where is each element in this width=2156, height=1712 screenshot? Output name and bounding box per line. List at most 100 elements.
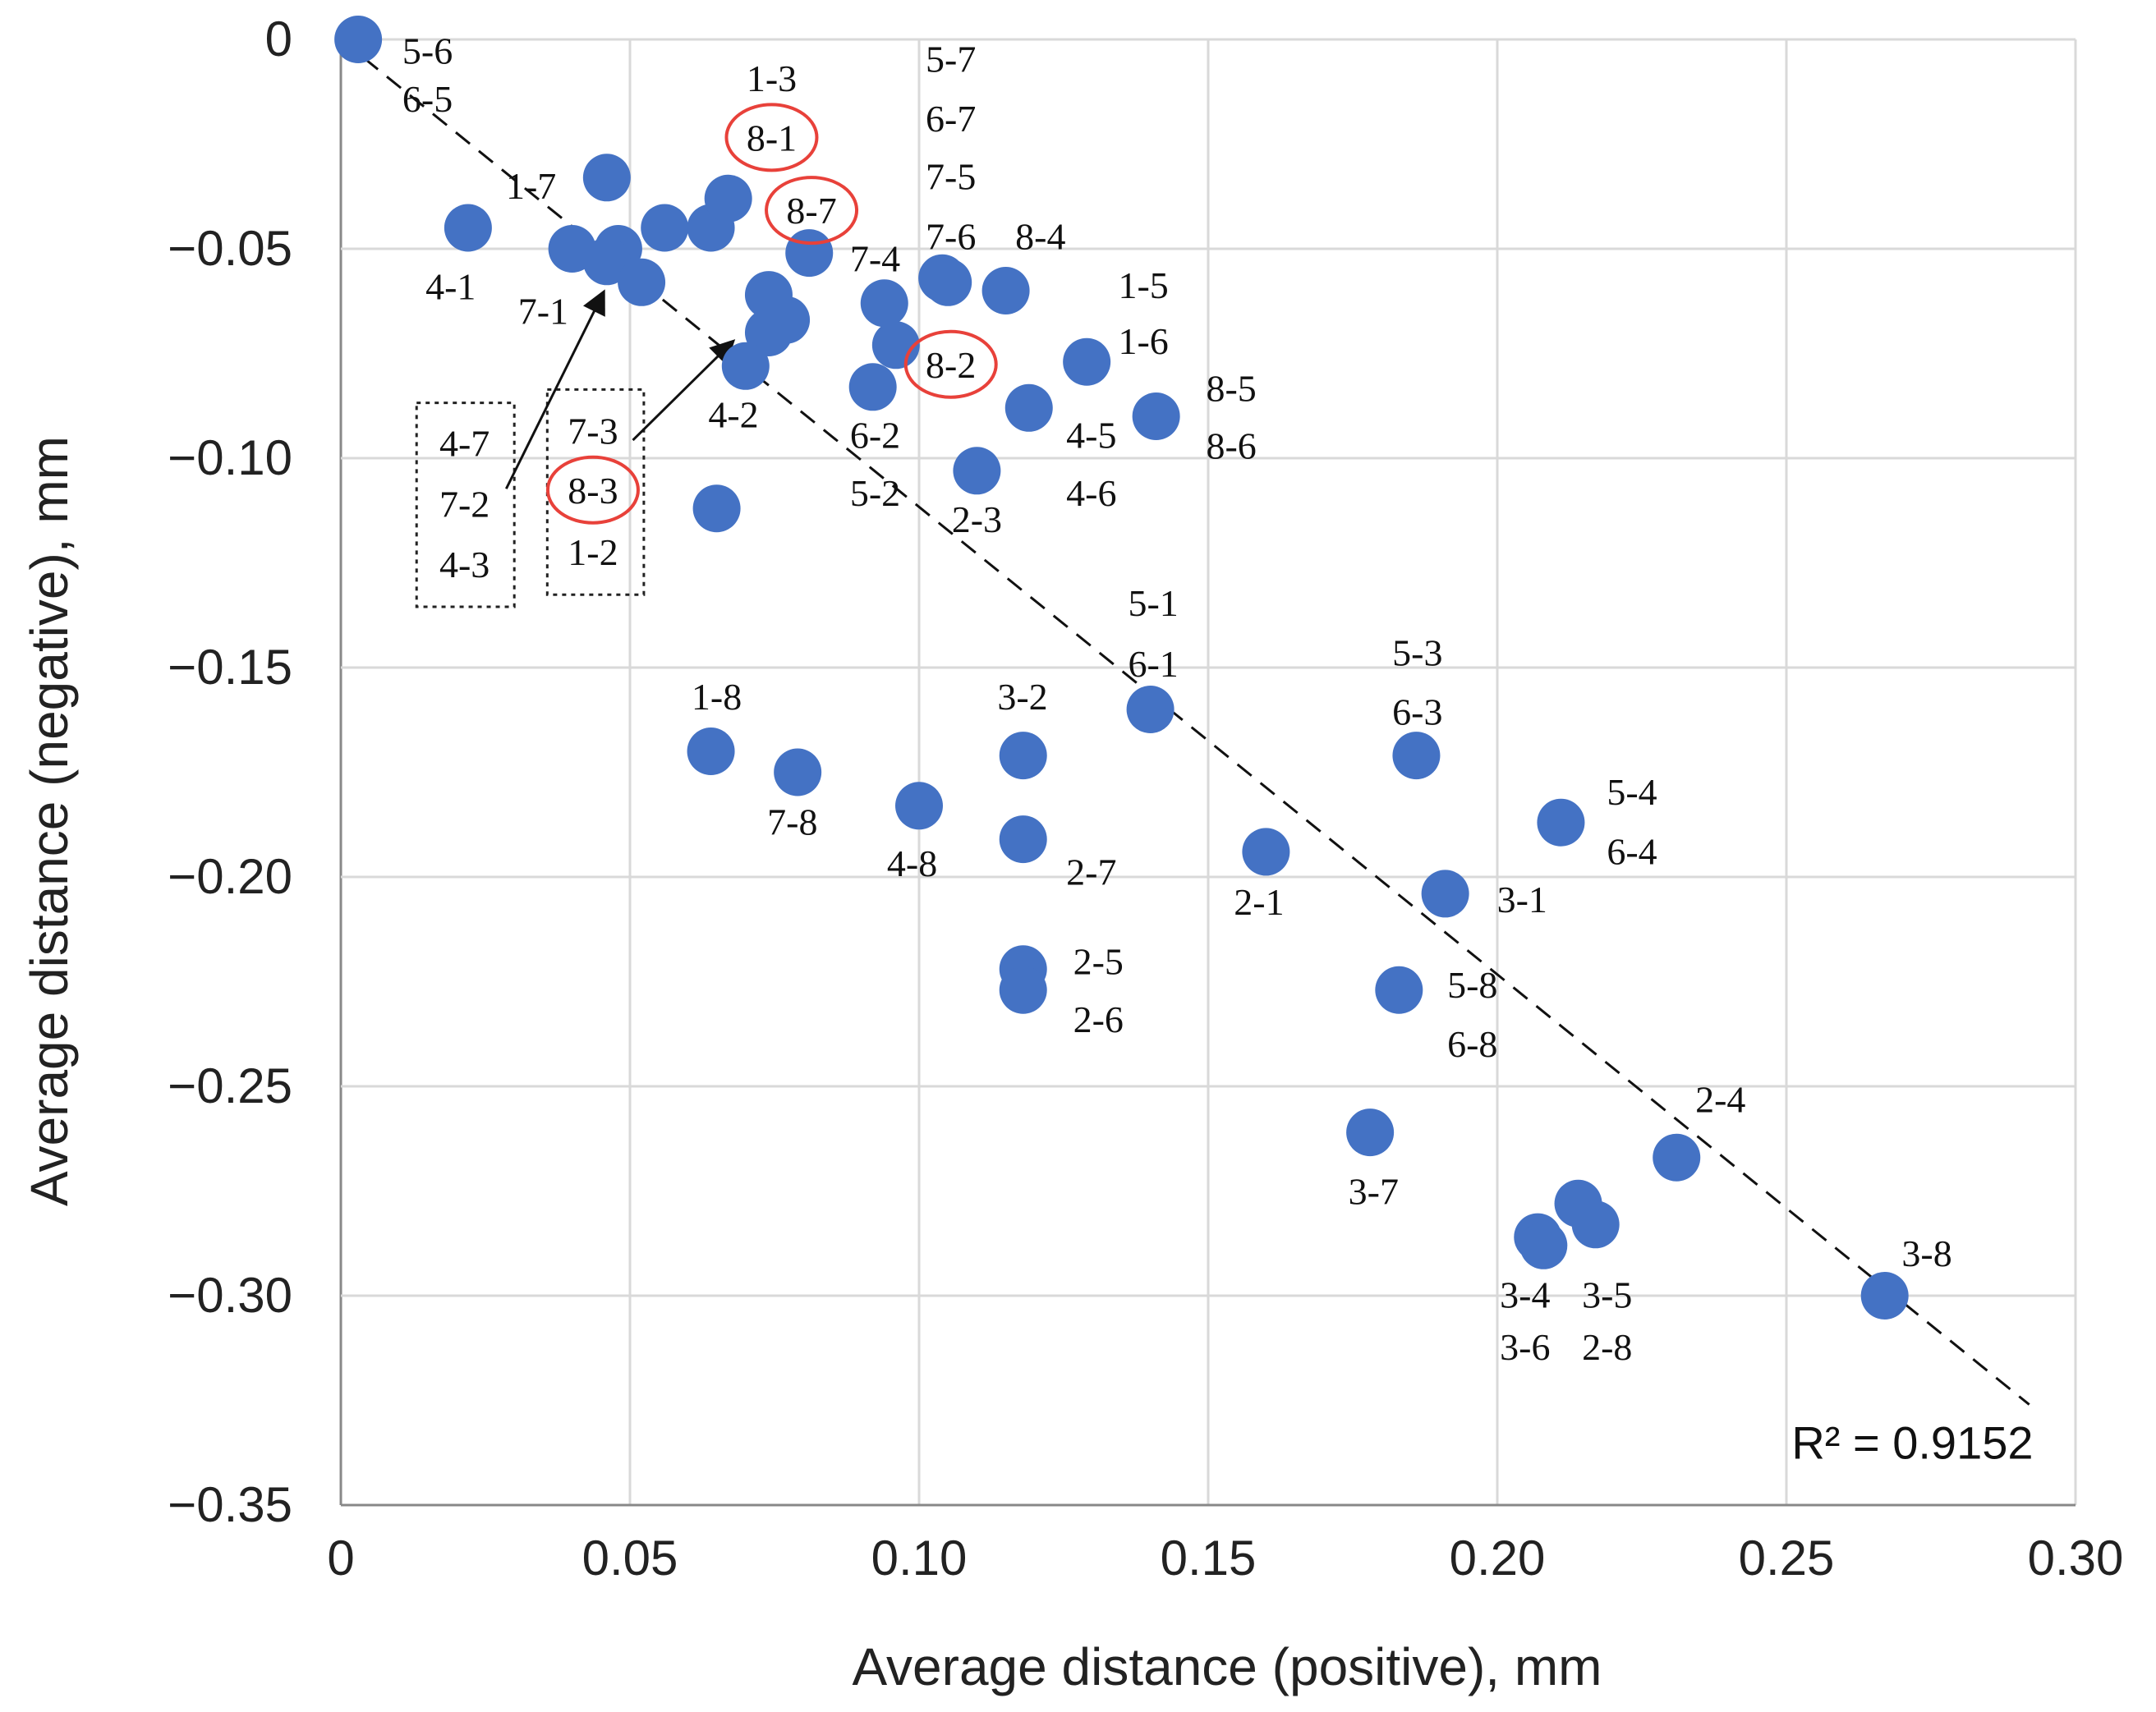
point-label: 1-3 [747,57,797,99]
y-axis-title: Average distance (negative), mm [20,436,79,1206]
point-label: 8-7 [786,190,836,232]
dotted-group-box [415,402,516,608]
point-label: 5-8 [1447,964,1497,1006]
y-tick-label: −0.05 [168,221,292,276]
point-label: 1-5 [1118,264,1168,306]
data-point [1126,686,1175,733]
point-label: 3-6 [1500,1326,1550,1368]
point-label: 4-8 [887,842,937,884]
data-point [582,154,631,202]
point-label: 3-4 [1500,1274,1550,1315]
point-label: 8-5 [1206,367,1256,409]
data-point [444,204,492,252]
point-label: 7-1 [518,290,568,332]
data-point [1346,1108,1395,1157]
data-point [924,258,972,306]
point-label: 2-1 [1234,881,1284,923]
data-points [334,16,1909,1320]
data-point [582,237,631,286]
point-label: 3-1 [1497,879,1547,920]
data-point [953,447,1001,495]
point-label: 8-6 [1206,425,1256,467]
point-label: 2-4 [1695,1078,1745,1120]
point-label: 3-5 [1582,1274,1632,1315]
point-label: 2-8 [1582,1326,1632,1368]
x-tick-label: 0.30 [2028,1531,2124,1586]
data-point [721,342,770,390]
data-point [704,174,752,223]
data-point [999,732,1047,780]
point-label: 1-8 [692,676,742,718]
point-label: 6-8 [1447,1023,1497,1065]
point-label: 1-7 [506,165,556,207]
r-squared-label: R² = 0.9152 [1791,1417,2033,1469]
data-point [895,782,943,830]
data-point [618,258,666,306]
data-point [1421,870,1469,918]
highlight-circle [724,103,819,172]
data-point [785,229,834,278]
x-axis-title: Average distance (positive), mm [853,1637,1602,1696]
x-tick-label: 0.05 [582,1531,678,1586]
data-point [981,267,1030,314]
point-label: 6-1 [1128,643,1178,685]
point-label: 4-1 [425,265,476,307]
point-label: 7-2 [439,484,490,526]
data-point [1375,966,1423,1014]
point-label: 4-2 [708,393,758,435]
y-tick-label: −0.30 [168,1268,292,1323]
point-label: 3-7 [1349,1171,1399,1213]
point-label: 8-1 [747,117,797,158]
data-point [1860,1272,1909,1320]
point-label: 7-4 [850,238,900,280]
tick-labels: 0 0.05 0.10 0.15 0.20 0.25 0.30 0 −0.05 −0.10 −0.1… [168,11,2123,1586]
point-label: 6-2 [850,414,900,456]
y-tick-label: 0 [265,11,292,67]
point-label: 5-1 [1128,582,1178,624]
point-label: 5-3 [1392,632,1442,674]
x-tick-label: 0 [327,1531,354,1586]
point-label: 2-7 [1066,851,1116,893]
data-point [744,309,793,356]
x-tick-label: 0.15 [1161,1531,1257,1586]
data-point [1392,732,1441,780]
data-point [1132,392,1180,440]
point-label: 7-3 [568,410,618,452]
y-tick-label: −0.20 [168,849,292,904]
x-tick-label: 0.20 [1450,1531,1546,1586]
y-tick-label: −0.25 [168,1058,292,1113]
data-point [334,16,383,63]
point-label: 5-7 [926,38,976,80]
data-point [774,748,822,796]
point-label: 6-4 [1607,830,1657,872]
data-point [1519,1221,1568,1269]
data-point [1063,337,1111,386]
point-label: 1-6 [1118,320,1168,362]
arrow [632,339,736,442]
point-label: 7-6 [926,216,976,258]
gridlines [339,38,2077,1507]
data-point [1004,383,1053,432]
point-label: 3-8 [1901,1232,1951,1274]
data-point [1653,1133,1701,1182]
highlight-circle [545,455,640,525]
point-label: 7-8 [767,801,817,843]
data-point [687,727,735,775]
point-label: 8-2 [926,344,976,386]
point-label: 5-6 [402,30,453,71]
point-label: 1-2 [568,531,618,573]
point-label: 2-6 [1073,998,1124,1040]
arrow [504,289,605,489]
point-labels: 5-6 6-5 1-3 8-1 8-7 5-7 6-7 7-5 7-6 8-4 7-4 1-7 4-1 7… [402,30,1952,1368]
data-point [641,204,689,252]
x-tick-label: 0.25 [1739,1531,1835,1586]
point-label: 3-2 [997,676,1047,718]
data-point [692,484,741,533]
point-label: 4-7 [439,423,490,465]
point-label: 4-6 [1066,472,1116,514]
point-label: 4-5 [1066,414,1116,456]
data-point [1242,828,1290,876]
point-label: 2-3 [952,498,1002,540]
data-point [848,363,897,411]
